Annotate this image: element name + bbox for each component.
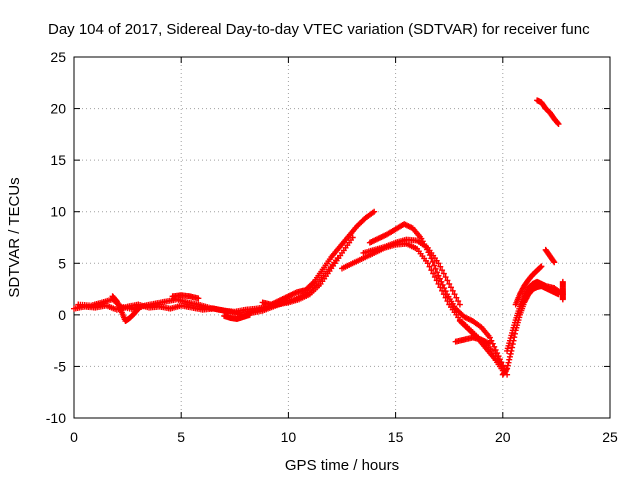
data-point: [451, 291, 458, 298]
data-point: [507, 350, 514, 357]
data-point: [429, 258, 436, 265]
series-track-d: [169, 292, 202, 302]
data-point: [509, 341, 516, 348]
data-point: [135, 305, 142, 312]
y-tick-label: 15: [50, 152, 66, 168]
y-tick-label: 5: [58, 255, 66, 271]
data-point: [486, 340, 493, 347]
data-point: [436, 275, 443, 282]
series-track-i: [360, 236, 463, 308]
data-point: [439, 267, 446, 274]
data-point: [453, 294, 460, 301]
x-tick-label: 20: [495, 429, 511, 445]
data-point: [428, 267, 435, 274]
data-point: [495, 353, 502, 360]
y-axis-label: SDTVAR / TECUs: [6, 177, 23, 297]
data-point: [334, 255, 341, 262]
series-track-e: [221, 311, 253, 322]
data-point: [442, 294, 449, 301]
plot-frame: [73, 56, 611, 419]
data-point: [491, 343, 498, 350]
data-point: [442, 288, 449, 295]
x-tick-label: 0: [70, 429, 78, 445]
data-point: [449, 287, 456, 294]
data-point: [435, 272, 442, 279]
data-point: [494, 350, 501, 357]
data-point: [441, 285, 448, 292]
data-point: [246, 311, 253, 318]
data-point: [506, 353, 513, 360]
data-point: [496, 356, 503, 363]
data-point: [506, 356, 513, 363]
data-point: [456, 301, 463, 308]
y-tick-label: 25: [50, 49, 66, 65]
data-point: [430, 270, 437, 277]
y-tick-label: 10: [50, 204, 66, 220]
data-point: [424, 260, 431, 267]
data-point: [434, 269, 441, 276]
y-tick-label: 20: [50, 101, 66, 117]
x-tick-label: 25: [602, 429, 618, 445]
data-point: [505, 359, 512, 366]
data-point: [550, 258, 557, 265]
data-point: [455, 298, 462, 305]
data-point: [492, 346, 499, 353]
x-axis-ticks: 0 5 10 15 20 25: [70, 57, 618, 445]
series-track-o: [542, 246, 558, 266]
data-point: [371, 208, 378, 215]
data-point: [437, 263, 444, 270]
data-point: [503, 366, 510, 373]
data-point: [486, 334, 493, 341]
series-track-q: [559, 278, 566, 303]
data-point: [438, 278, 445, 285]
data-point: [511, 330, 518, 337]
data-point: [195, 295, 202, 302]
data-point: [509, 344, 516, 351]
x-tick-label: 5: [177, 429, 185, 445]
grid-lines: [74, 57, 610, 418]
series-track-p: [534, 97, 562, 128]
data-point: [554, 120, 561, 127]
data-point: [504, 362, 511, 369]
series-track-l: [499, 282, 562, 378]
data-point: [431, 262, 438, 269]
data-point: [431, 274, 438, 281]
data-points: [71, 97, 566, 378]
data-point: [439, 281, 446, 288]
series-track-c: [109, 293, 142, 325]
data-point: [538, 263, 545, 270]
y-tick-label: 0: [58, 307, 66, 323]
plot-border: [73, 56, 611, 419]
x-tick-label: 15: [388, 429, 404, 445]
data-point: [440, 270, 447, 277]
data-point: [499, 362, 506, 369]
data-point: [442, 274, 449, 281]
data-point: [446, 280, 453, 287]
data-point: [432, 265, 439, 272]
data-point: [433, 277, 440, 284]
data-point: [349, 234, 356, 241]
series-track-m: [504, 278, 566, 354]
data-point: [426, 263, 433, 270]
data-point: [435, 260, 442, 267]
data-point: [559, 296, 566, 303]
y-tick-label: -5: [54, 358, 67, 374]
series-track-f: [259, 208, 378, 308]
chart-title: Day 104 of 2017, Sidereal Day-to-day VTE…: [48, 21, 590, 38]
data-point: [555, 121, 562, 128]
data-point: [447, 284, 454, 291]
series-track-j: [452, 334, 493, 347]
x-tick-label: 10: [281, 429, 297, 445]
y-axis-ticks: -10 -5 0 5 10 15 20 25: [46, 49, 610, 426]
data-point: [504, 365, 511, 372]
data-point: [134, 306, 141, 313]
data-point: [551, 259, 558, 266]
y-tick-label: -10: [46, 410, 66, 426]
series-track-g: [339, 240, 506, 370]
data-point: [444, 277, 451, 284]
x-axis-label: GPS time / hours: [285, 457, 399, 474]
series-track-n: [512, 263, 545, 308]
